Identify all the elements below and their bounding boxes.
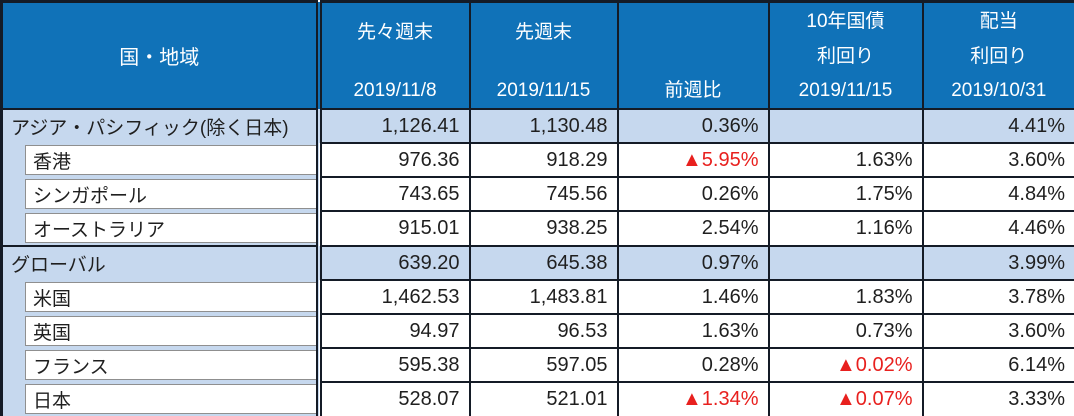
country-row: オーストラリア 915.01 938.25 2.54% 1.16% 4.46% [1,210,1074,246]
region-label-cell: グローバル [1,245,319,280]
table-header: 国・地域 先々週末 2019/11/8 先週末 2019/11/15 [1,1,1074,110]
region-label-cell: シンガポール [1,177,319,211]
country-row: シンガポール 743.65 745.56 0.26% 1.75% 4.84% [1,176,1074,211]
region-label-cell: アジア・パシフィック(除く日本) [1,108,319,143]
prev2-cell: 94.97 [315,313,470,348]
div-yield-cell: 3.60% [921,313,1074,348]
region-group-row: アジア・パシフィック(除く日本) 1,126.41 1,130.48 0.36% 4.4… [1,108,1074,143]
region-label-cell: 米国 [1,280,319,314]
prev2-cell: 1,126.41 [315,108,470,143]
country-label: 米国 [25,282,316,312]
prev1-cell: 96.53 [468,313,618,348]
bond10y-cell: ▲0.02% [767,347,923,382]
prev2-cell: 915.01 [315,210,470,246]
region-label-cell: 英国 [1,314,319,348]
header-last-week-label: 先週末 [514,22,572,43]
region-group-row: グローバル 639.20 645.38 0.97% 3.99% [1,245,1074,280]
bond10y-cell [767,245,923,280]
wow-cell: 1.46% [616,279,769,314]
header-dividend-yield: 配当 利回り 2019/10/31 [921,1,1074,110]
header-dividend-yield-label-2: 利回り [970,45,1028,67]
header-two-weeks-ago-date: 2019/11/8 [353,80,437,101]
prev2-cell: 743.65 [315,176,470,211]
div-yield-cell: 4.84% [921,176,1074,211]
region-label-cell: フランス [1,348,319,382]
header-dividend-yield-date: 2019/10/31 [951,80,1047,101]
prev1-cell: 745.56 [468,176,618,211]
country-label: 香港 [25,145,316,175]
bond10y-cell: ▲0.07% [767,381,923,416]
wow-cell: ▲1.34% [616,381,769,416]
div-yield-cell: 3.60% [921,142,1074,177]
wow-cell: 0.28% [616,347,769,382]
country-row: 米国 1,462.53 1,483.81 1.46% 1.83% 3.78% [1,279,1074,314]
header-last-week: 先週末 2019/11/15 [468,1,618,110]
bond10y-cell: 1.63% [767,142,923,177]
prev1-cell: 645.38 [468,245,618,280]
header-wow-change-label: 前週比 [664,80,722,101]
header-row: 国・地域 先々週末 2019/11/8 先週末 2019/11/15 [1,1,1074,110]
wow-cell: 1.63% [616,313,769,348]
prev1-cell: 918.29 [468,142,618,177]
bond10y-cell [767,108,923,143]
header-two-weeks-ago: 先々週末 2019/11/8 [315,1,470,110]
prev2-cell: 976.36 [315,142,470,177]
div-yield-cell: 3.78% [921,279,1074,314]
div-yield-cell: 3.33% [921,381,1074,416]
region-label-cell: オーストラリア [1,211,319,246]
header-bond-yield-label-2: 利回り [816,45,874,67]
prev1-cell: 1,483.81 [468,279,618,314]
region-label-cell: 香港 [1,143,319,177]
prev1-cell: 938.25 [468,210,618,246]
prev2-cell: 1,462.53 [315,279,470,314]
country-label: フランス [25,350,316,380]
wow-cell: 2.54% [616,210,769,246]
bond10y-cell: 1.16% [767,210,923,246]
header-last-week-date: 2019/11/15 [496,80,591,101]
header-dividend-yield-label-1: 配当 [979,11,1018,32]
wow-cell: ▲5.95% [616,142,769,177]
prev1-cell: 521.01 [468,381,618,416]
country-row: 香港 976.36 918.29 ▲5.95% 1.63% 3.60% [1,142,1074,177]
wow-cell: 0.36% [616,108,769,143]
div-yield-cell: 3.99% [921,245,1074,280]
region-label-cell: 日本 [1,382,319,416]
country-label: 日本 [25,384,316,414]
header-region-label: 国・地域 [119,47,200,69]
header-region: 国・地域 [1,1,319,110]
country-label: 英国 [25,316,316,346]
header-two-weeks-ago-label: 先々週末 [356,22,433,43]
prev2-cell: 639.20 [315,245,470,280]
prev1-cell: 1,130.48 [468,108,618,143]
prev1-cell: 597.05 [468,347,618,382]
wow-cell: 0.97% [616,245,769,280]
wow-cell: 0.26% [616,176,769,211]
header-wow-change: 前週比 [616,1,769,110]
bond10y-cell: 1.83% [767,279,923,314]
div-yield-cell: 6.14% [921,347,1074,382]
country-label: オーストラリア [25,213,316,243]
country-row: フランス 595.38 597.05 0.28% ▲0.02% 6.14% [1,347,1074,382]
country-label: シンガポール [25,179,316,209]
div-yield-cell: 4.46% [921,210,1074,246]
bond10y-cell: 1.75% [767,176,923,211]
div-yield-cell: 4.41% [921,108,1074,143]
prev2-cell: 595.38 [315,347,470,382]
country-row: 日本 528.07 521.01 ▲1.34% ▲0.07% 3.33% [1,381,1074,416]
header-bond-yield-label-1: 10年国債 [806,11,885,32]
country-row: 英国 94.97 96.53 1.63% 0.73% 3.60% [1,313,1074,348]
header-bond-yield: 10年国債 利回り 2019/11/15 [767,1,923,110]
header-bond-yield-date: 2019/11/15 [798,80,893,101]
bond10y-cell: 0.73% [767,313,923,348]
prev2-cell: 528.07 [315,381,470,416]
table-body: アジア・パシフィック(除く日本) 1,126.41 1,130.48 0.36% 4.4… [1,108,1074,416]
